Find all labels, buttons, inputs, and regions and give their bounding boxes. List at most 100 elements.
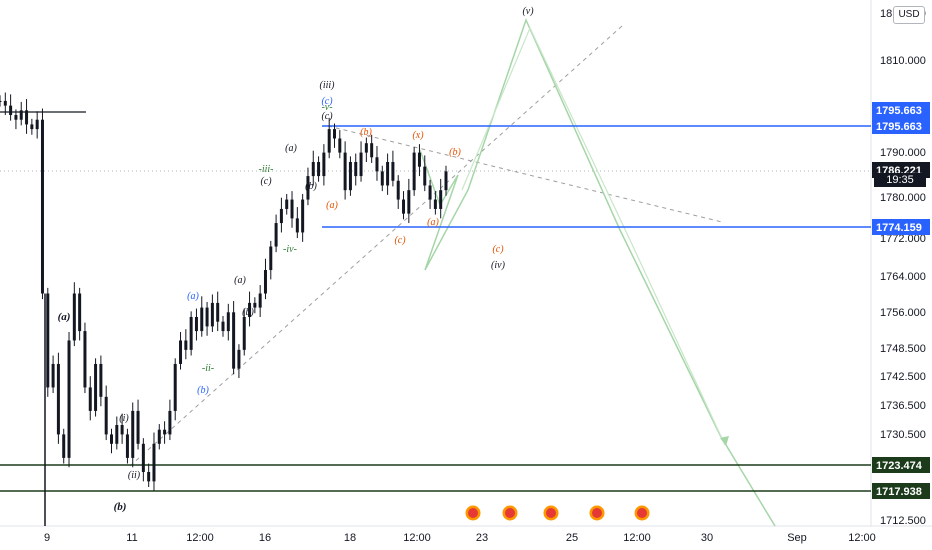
candle-body bbox=[120, 425, 124, 435]
x-tick-label: 30 bbox=[701, 532, 713, 544]
candle-body bbox=[364, 143, 368, 153]
x-tick-label: 25 bbox=[566, 532, 578, 544]
candle-body bbox=[279, 208, 283, 224]
candle-body bbox=[72, 293, 76, 341]
candle-body bbox=[327, 129, 331, 153]
candle-body bbox=[168, 410, 172, 435]
price-line-label: 1774.159 bbox=[876, 222, 922, 234]
y-tick-label: 1712.500 bbox=[880, 515, 926, 527]
wave-label: (b) bbox=[114, 501, 127, 513]
price-line-label-bg bbox=[872, 219, 930, 235]
candle-body bbox=[3, 100, 7, 106]
candle-body bbox=[444, 171, 448, 191]
candle-body bbox=[173, 363, 177, 411]
candle-body bbox=[263, 270, 267, 294]
wave-label: (c) bbox=[321, 111, 333, 122]
candle-body bbox=[380, 171, 384, 186]
wave-label: (iii) bbox=[320, 80, 336, 91]
projection-path-inner bbox=[461, 26, 726, 446]
wave-label: (i) bbox=[119, 413, 129, 424]
candle-body bbox=[439, 190, 443, 209]
candle-body bbox=[147, 471, 151, 482]
candle-body bbox=[333, 129, 336, 139]
candle-body bbox=[338, 138, 342, 153]
candle-body bbox=[370, 143, 374, 158]
candle-body bbox=[285, 199, 289, 209]
candle-body bbox=[423, 166, 427, 186]
candle-body bbox=[343, 152, 347, 191]
candle-body bbox=[179, 340, 183, 364]
y-tick-label: 1742.500 bbox=[880, 371, 926, 383]
y-tick-label: 1736.500 bbox=[880, 400, 926, 412]
y-tick-label: 1772.000 bbox=[880, 233, 926, 245]
x-tick-label: 9 bbox=[44, 532, 50, 544]
candle-body bbox=[14, 115, 18, 120]
wave-label: (b) bbox=[242, 307, 254, 318]
candle-body bbox=[242, 316, 246, 350]
candle-body bbox=[396, 180, 400, 200]
candle-body bbox=[35, 119, 39, 130]
candle-body bbox=[205, 307, 209, 327]
candle-body bbox=[104, 396, 108, 435]
wave-label: -iv- bbox=[283, 244, 297, 255]
candle-body bbox=[253, 302, 257, 308]
currency-selector[interactable]: USD bbox=[893, 6, 925, 24]
wave-label: (c) bbox=[394, 235, 406, 246]
flag-icon bbox=[637, 508, 647, 518]
candle-body bbox=[56, 363, 60, 435]
candle-body bbox=[274, 223, 278, 247]
candle-body bbox=[88, 387, 92, 411]
candle-body bbox=[136, 410, 140, 444]
candle-body bbox=[216, 302, 220, 322]
candle-body bbox=[210, 302, 214, 327]
wave-label: (b) bbox=[360, 127, 372, 138]
candle-body bbox=[30, 124, 34, 130]
candle-body bbox=[317, 161, 321, 177]
wave-label: (a) bbox=[326, 200, 338, 211]
candle-body bbox=[248, 302, 252, 317]
wave-label: (v) bbox=[522, 6, 534, 17]
candle-body bbox=[184, 340, 188, 350]
candle-body bbox=[163, 429, 167, 435]
candle-body bbox=[157, 429, 161, 444]
price-line-label-bg bbox=[872, 457, 930, 473]
candle-body bbox=[258, 293, 262, 308]
candle-body bbox=[433, 199, 437, 209]
countdown-clock: 19:35 bbox=[874, 173, 926, 187]
candle-body bbox=[402, 199, 406, 214]
candle-body bbox=[301, 199, 305, 233]
y-tick-label: 1810.000 bbox=[880, 55, 926, 67]
candle-body bbox=[348, 161, 352, 191]
candle-body bbox=[19, 110, 23, 120]
candle-body bbox=[269, 246, 273, 271]
candle-body bbox=[391, 161, 395, 181]
x-tick-label: Sep bbox=[787, 532, 807, 544]
wave-label: (ii) bbox=[128, 470, 141, 481]
candle-body bbox=[62, 434, 66, 458]
price-line-label: 1723.474 bbox=[876, 460, 923, 472]
wave-label: (c) bbox=[321, 96, 333, 107]
candle-body bbox=[189, 316, 193, 350]
candle-body bbox=[46, 293, 50, 388]
candle-body bbox=[194, 316, 198, 332]
resistance-badge bbox=[872, 102, 930, 118]
candle-body bbox=[67, 340, 71, 458]
candle-body bbox=[232, 312, 236, 369]
wave-label: -ii- bbox=[202, 363, 214, 374]
y-tick-label: 1764.000 bbox=[880, 271, 926, 283]
candle-body bbox=[200, 307, 204, 332]
candle-body bbox=[237, 349, 241, 369]
wave-label: (x) bbox=[412, 130, 424, 141]
falling-trendline bbox=[327, 125, 723, 223]
wave-label: (b) bbox=[305, 181, 317, 192]
candle-body bbox=[290, 199, 294, 219]
candle-body bbox=[386, 161, 390, 186]
price-line-label: 1717.938 bbox=[876, 486, 922, 498]
flag-icon bbox=[468, 508, 478, 518]
candle-body bbox=[78, 293, 82, 332]
price-line-label-bg bbox=[872, 483, 930, 499]
y-tick-label: 1790.000 bbox=[880, 147, 926, 159]
rising-trendline bbox=[129, 25, 623, 467]
candle-body bbox=[131, 410, 135, 458]
